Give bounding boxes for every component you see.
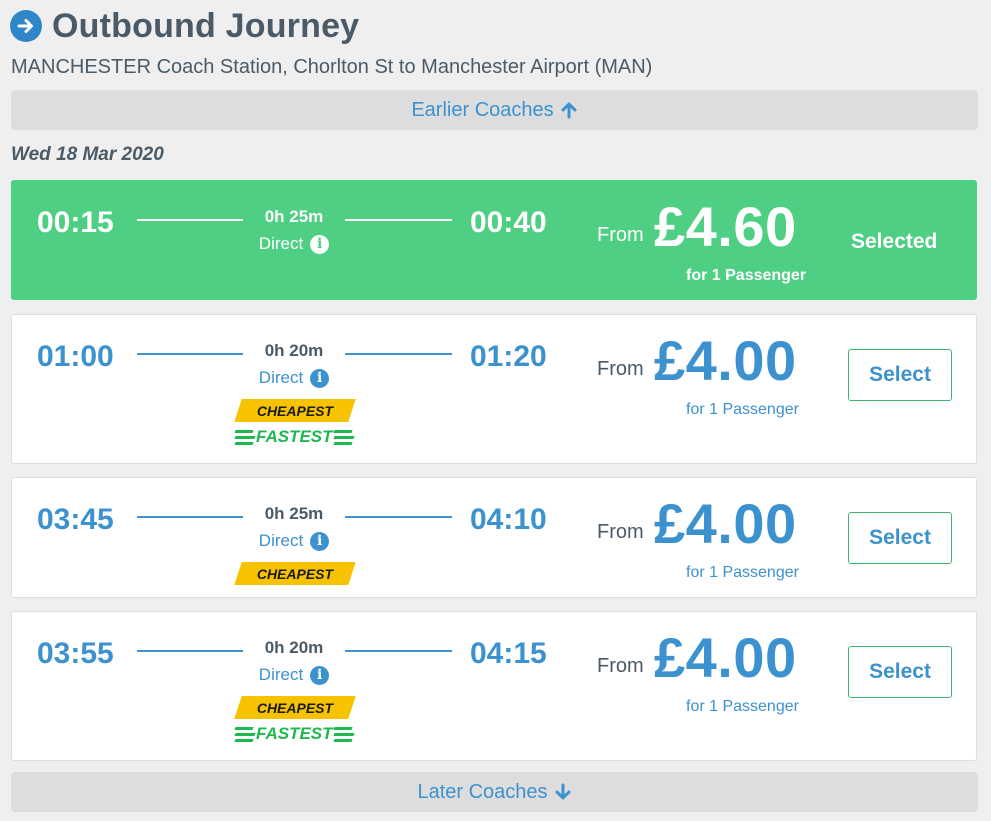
route-line: [345, 650, 452, 652]
journey-duration: 0h 25m: [264, 504, 324, 523]
route-description: MANCHESTER Coach Station, Chorlton St to…: [11, 56, 653, 78]
selected-status: Selected: [851, 230, 938, 253]
page-title: Outbound Journey: [52, 6, 360, 45]
passenger-count: for 1 Passenger: [686, 401, 799, 418]
route-line: [137, 650, 243, 652]
fastest-badge-label: FASTEST: [256, 427, 333, 446]
route-line: [345, 353, 452, 355]
departure-time: 03:45: [37, 503, 114, 536]
journey-type-label: Direct: [258, 368, 304, 387]
arrow-right-circle-icon: [10, 10, 42, 42]
route-line: [137, 516, 243, 518]
from-label: From: [597, 655, 644, 677]
cheapest-badge: CHEAPEST: [234, 399, 356, 422]
earlier-coaches-button[interactable]: Earlier Coaches: [11, 90, 978, 130]
journey-type-label: Direct: [258, 665, 304, 684]
later-coaches-button[interactable]: Later Coaches: [11, 772, 978, 812]
info-icon[interactable]: i: [310, 531, 330, 551]
info-icon[interactable]: i: [310, 234, 330, 254]
speed-lines-icon: [234, 726, 256, 742]
from-label: From: [597, 358, 644, 380]
cheapest-badge: CHEAPEST: [234, 562, 356, 585]
page-header: Outbound Journey: [10, 6, 359, 46]
fastest-badge: FASTEST: [234, 427, 355, 447]
journey-duration: 0h 20m: [264, 341, 324, 360]
speed-lines-icon: [332, 726, 355, 742]
departure-time: 01:00: [37, 340, 114, 373]
journey-card: 00:15 0h 25m 00:40 Direct i From £4.60 f…: [11, 180, 977, 300]
select-button[interactable]: Select: [848, 512, 952, 564]
departure-time: 00:15: [37, 206, 114, 239]
cheapest-badge-label: CHEAPEST: [256, 402, 334, 419]
select-button[interactable]: Select: [848, 646, 952, 698]
journey-type: Direct i: [243, 665, 345, 685]
journey-card: 01:00 0h 20m 01:20 Direct i CHEAPEST FAS…: [11, 314, 977, 464]
info-icon[interactable]: i: [310, 368, 330, 388]
journey-type: Direct i: [243, 368, 345, 388]
journey-type: Direct i: [243, 234, 345, 254]
from-label: From: [597, 224, 644, 246]
fastest-badge: FASTEST: [234, 724, 355, 744]
journey-type-label: Direct: [258, 531, 304, 550]
fastest-badge-label: FASTEST: [256, 724, 333, 743]
speed-lines-icon: [332, 429, 355, 445]
journey-card: 03:45 0h 25m 04:10 Direct i CHEAPEST Fro…: [11, 477, 977, 598]
info-icon[interactable]: i: [310, 665, 330, 685]
cheapest-badge-label: CHEAPEST: [256, 699, 334, 716]
passenger-count: for 1 Passenger: [686, 564, 799, 581]
later-coaches-label: Later Coaches: [417, 780, 548, 803]
route-line: [345, 516, 452, 518]
earlier-coaches-label: Earlier Coaches: [411, 98, 554, 121]
arrow-down-icon: [554, 783, 572, 801]
route-line: [137, 353, 243, 355]
journey-duration: 0h 20m: [264, 638, 324, 657]
arrival-time: 04:10: [470, 503, 547, 536]
cheapest-badge: CHEAPEST: [234, 696, 356, 719]
arrival-time: 01:20: [470, 340, 547, 373]
price: £4.60: [654, 195, 797, 258]
departure-time: 03:55: [37, 637, 114, 670]
journey-date: Wed 18 Mar 2020: [11, 144, 164, 165]
price: £4.00: [654, 492, 797, 555]
price: £4.00: [654, 626, 797, 689]
route-line: [345, 219, 452, 221]
arrival-time: 04:15: [470, 637, 547, 670]
passenger-count: for 1 Passenger: [686, 267, 807, 284]
select-button[interactable]: Select: [848, 349, 952, 401]
journey-type-label: Direct: [258, 234, 304, 253]
arrow-up-icon: [560, 101, 578, 119]
journey-type: Direct i: [243, 531, 345, 551]
arrival-time: 00:40: [470, 206, 547, 239]
journey-duration: 0h 25m: [264, 207, 324, 226]
from-label: From: [597, 521, 644, 543]
route-line: [137, 219, 243, 221]
cheapest-badge-label: CHEAPEST: [256, 565, 334, 582]
journey-card: 03:55 0h 20m 04:15 Direct i CHEAPEST FAS…: [11, 611, 977, 761]
speed-lines-icon: [234, 429, 256, 445]
price: £4.00: [654, 329, 797, 392]
passenger-count: for 1 Passenger: [686, 698, 799, 715]
